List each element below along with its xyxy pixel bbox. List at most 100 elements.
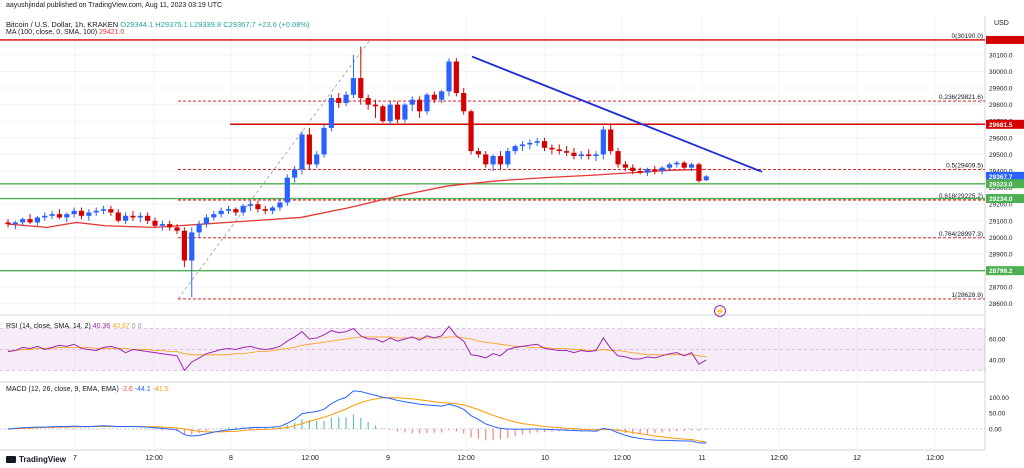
macd-histogram-bar [654, 428, 656, 434]
price-tag-box [986, 179, 1024, 189]
macd-histogram-bar [154, 428, 156, 430]
macd-hist-value: -2.6 [120, 386, 133, 393]
price-tick-label: 30000.0 [989, 69, 1013, 76]
macd-label: MACD (12, 26, close, 9, EMA, EMA) [6, 386, 119, 393]
price-axis[interactable]: 30100.030000.029900.029800.029700.029600… [989, 52, 1013, 433]
macd-histogram-bar [690, 428, 693, 431]
macd-histogram-bar [338, 416, 340, 429]
macd-histogram-bar [44, 428, 46, 430]
macd-tick-label: 50.00 [989, 411, 1006, 418]
macd-histogram-bar [308, 420, 310, 429]
macd-histogram-bar [441, 428, 443, 433]
macd-lines [0, 390, 985, 444]
rsi-tick-label: 60.00 [989, 337, 1006, 344]
candle-up [659, 167, 665, 171]
macd-tick-label: 100.00 [989, 395, 1009, 402]
candle-down [78, 210, 85, 216]
rsi-ma-line [8, 336, 707, 358]
currency-label: USD [994, 20, 1009, 27]
candle-up [409, 99, 415, 105]
candle-down [372, 104, 379, 107]
candle-down [586, 154, 592, 157]
ma-legend[interactable]: MA (100, close, 0, SMA, 100) 29421.0 [6, 29, 124, 36]
candle-down [571, 152, 577, 157]
macd-histogram-bar [646, 428, 649, 434]
lightning-icon[interactable]: ⚡ [714, 305, 726, 317]
candle-up [247, 204, 254, 206]
candle-up [402, 104, 408, 120]
candle-down [461, 93, 467, 112]
candle-up [343, 94, 349, 103]
price-tick-label: 28900.0 [989, 251, 1013, 258]
rsi-band [0, 328, 985, 371]
price-tag-label: 29681.5 [989, 122, 1013, 129]
price-tick-label: 29100.0 [989, 218, 1013, 225]
candle-down [652, 169, 658, 171]
candle-up [225, 209, 232, 211]
time-tick-label: 10 [541, 455, 549, 462]
candle-up [34, 217, 40, 223]
fib-level-label: 0.764(28997.3) [939, 231, 983, 238]
price-tick-label: 29800.0 [989, 102, 1013, 109]
price-tick-label: 29200.0 [989, 202, 1013, 209]
macd-legend[interactable]: MACD (12, 26, close, 9, EMA, EMA) -2.6 -… [6, 386, 169, 393]
candle-up [600, 129, 606, 155]
candle-up [328, 98, 334, 128]
candle-up [314, 154, 320, 165]
candle-up [666, 164, 673, 168]
trendline[interactable] [471, 55, 763, 173]
candle-down [233, 209, 239, 213]
macd-histogram-bar [661, 428, 663, 433]
tradingview-logo-icon [6, 456, 16, 463]
candle-down [497, 156, 504, 165]
price-tick-label: 29600.0 [989, 135, 1013, 142]
time-axis[interactable]: 7 12:00 8 12:00 9 12:00 10 12:00 11 12:00 12 12:00 [73, 455, 944, 462]
rsi-label: RSI (14, close, SMA, 14, 2) [6, 323, 91, 330]
candle-down [608, 129, 614, 152]
tradingview-logo: TradingView [6, 455, 66, 464]
macd-histogram-bar [360, 417, 362, 429]
candle-up [270, 207, 276, 211]
candle-down [255, 204, 261, 210]
candle-up [446, 61, 452, 92]
candle-up [159, 224, 165, 226]
candles [5, 46, 709, 298]
macd-histogram-bar [543, 428, 546, 432]
candle-up [299, 134, 305, 170]
time-tick-label: 12:00 [457, 455, 475, 462]
candle-down [181, 230, 187, 261]
candle-up [203, 217, 210, 225]
time-tick-label: 9 [386, 455, 390, 462]
macd-histogram-bar [352, 414, 355, 429]
price-tag-box [986, 266, 1024, 276]
fib-level-label: 0.5(29409.5) [946, 162, 983, 169]
candle-up [321, 127, 327, 155]
macd-histogram-bar [125, 428, 127, 430]
bearish-trendline [471, 55, 763, 173]
horizontal-levels[interactable] [0, 39, 985, 272]
macd-histogram-bar [382, 428, 384, 429]
time-tick-label: 8 [229, 455, 233, 462]
macd-histogram-bar [367, 422, 369, 429]
candle-up [20, 219, 26, 223]
candle-down [380, 106, 386, 122]
candle-up [350, 78, 357, 95]
macd-histogram-bar [477, 428, 479, 439]
rsi-legend[interactable]: RSI (14, close, SMA, 14, 2) 40.36 40.67 … [6, 323, 141, 330]
candle-up [240, 205, 246, 213]
macd-histogram-bar [698, 428, 700, 431]
candle-up [93, 210, 99, 213]
macd-histogram-bar [411, 428, 413, 434]
macd-histogram-bar [683, 428, 685, 431]
rsi-lines [7, 325, 707, 372]
candle-down [145, 215, 151, 221]
macd-histogram-bar [345, 417, 347, 429]
candle-down [637, 171, 643, 173]
macd-histogram-bar [521, 428, 524, 435]
macd-signal-value: -41.5 [152, 386, 169, 393]
fib-retracement[interactable]: 0(30190.0) 0.236(29821.6) 0.5(29409.5) 0.61… [177, 33, 985, 300]
candle-down [564, 151, 570, 153]
candle-up [512, 146, 518, 152]
